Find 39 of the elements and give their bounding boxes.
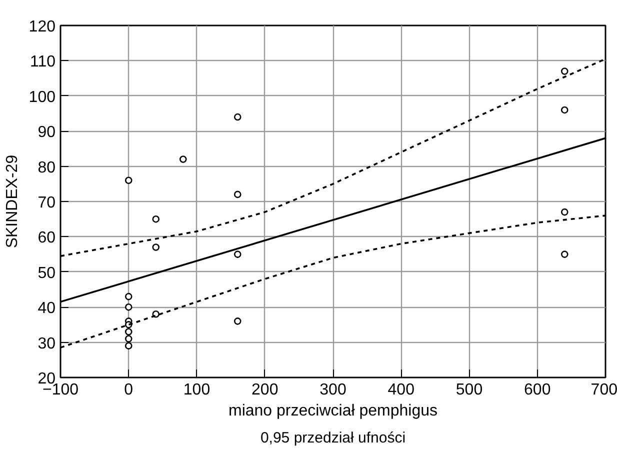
y-tick-label: 30 bbox=[38, 335, 56, 352]
x-tick-label: 100 bbox=[183, 382, 210, 398]
x-tick-label: 200 bbox=[252, 382, 278, 398]
point bbox=[152, 310, 160, 318]
point bbox=[124, 303, 132, 311]
point bbox=[152, 215, 160, 223]
x-tick-label: 0 bbox=[124, 382, 134, 398]
point bbox=[124, 342, 132, 350]
y-tick-label: 90 bbox=[38, 124, 56, 142]
x-tick-label: 400 bbox=[388, 382, 415, 398]
point bbox=[124, 335, 132, 342]
y-tick-label: 50 bbox=[38, 264, 56, 282]
point bbox=[179, 156, 187, 163]
point bbox=[124, 328, 132, 336]
point bbox=[234, 190, 242, 198]
y-tick-label: 80 bbox=[38, 159, 56, 176]
point bbox=[124, 292, 132, 300]
x-tick-label: 600 bbox=[524, 382, 551, 398]
y-tick-label: 120 bbox=[28, 18, 56, 36]
point bbox=[152, 244, 160, 251]
text: 0,95 przedział ufności bbox=[260, 430, 406, 446]
point bbox=[560, 106, 568, 114]
point bbox=[234, 250, 242, 258]
y-tick-label: 110 bbox=[30, 54, 56, 71]
point bbox=[560, 250, 568, 258]
point bbox=[234, 318, 242, 325]
x-axis-title: miano przeciwciał pemphigus bbox=[228, 402, 438, 420]
y-axis-title: SKINDEX-29 bbox=[4, 154, 21, 248]
x-tick-label: 500 bbox=[456, 382, 483, 398]
y-tick-label: 40 bbox=[38, 300, 56, 318]
x-tick-label: 300 bbox=[320, 382, 346, 398]
y-tick-label: 60 bbox=[38, 230, 56, 247]
point bbox=[124, 176, 132, 184]
point bbox=[560, 208, 568, 216]
x-tick-label: 700 bbox=[590, 382, 617, 398]
y-tick-label: 100 bbox=[28, 88, 56, 106]
point bbox=[560, 68, 568, 75]
y-tick-label: 70 bbox=[38, 194, 56, 212]
point bbox=[234, 113, 242, 121]
